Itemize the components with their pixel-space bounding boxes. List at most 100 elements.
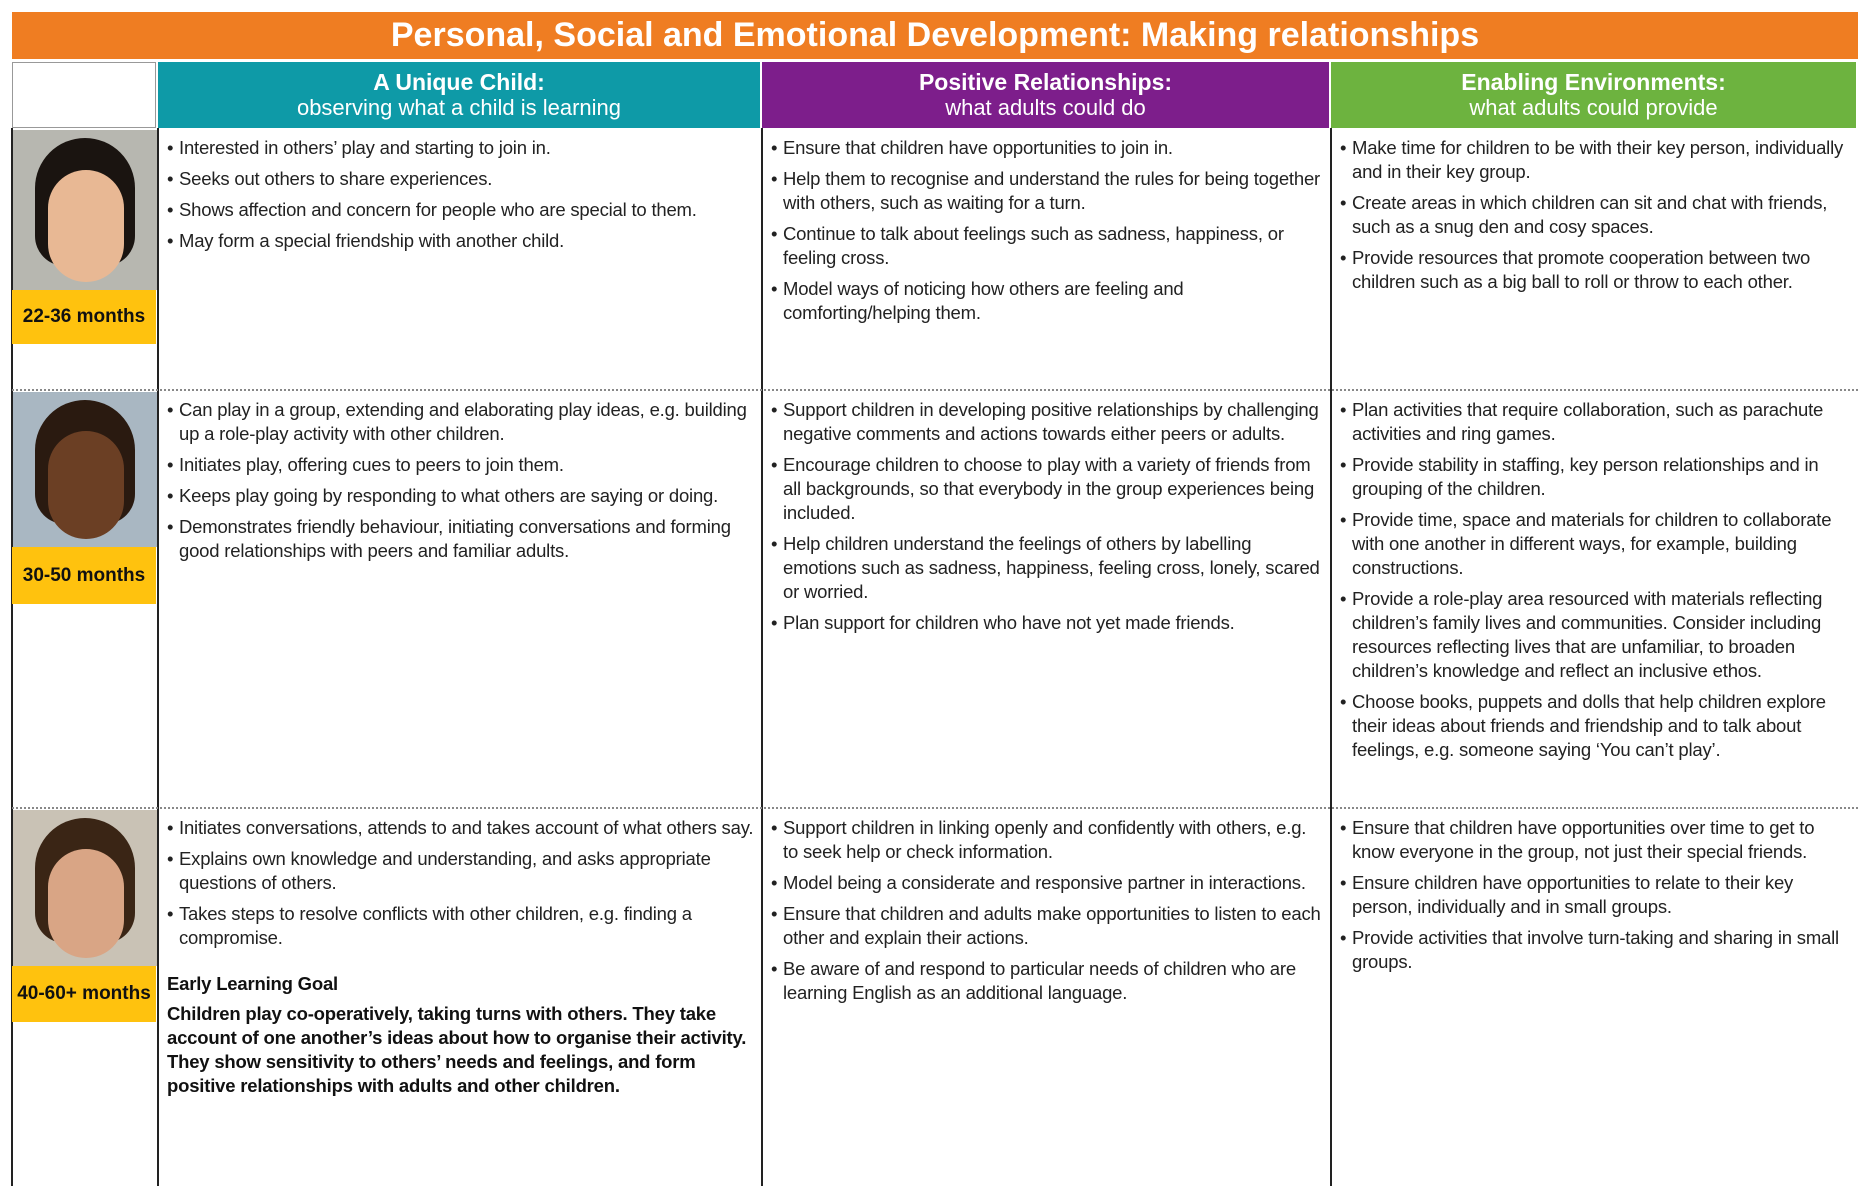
bullet-text: Help them to recognise and understand th… bbox=[783, 168, 1321, 213]
column-header: Enabling Environments: what adults could … bbox=[1331, 62, 1856, 128]
bullet-text: Ensure children have opportunities to re… bbox=[1352, 872, 1794, 917]
bullet: • bbox=[771, 817, 778, 838]
table-cell: • Ensure that children have opportunities… bbox=[763, 128, 1330, 388]
bullet: • bbox=[1340, 247, 1347, 268]
column-header: A Unique Child: observing what a child is… bbox=[158, 62, 760, 128]
bullet-item: • Continue to talk about feelings such as… bbox=[771, 222, 1324, 270]
table-cell: • Support children in linking openly and … bbox=[763, 808, 1330, 1184]
bullet-item: • Demonstrates friendly behaviour, initia… bbox=[167, 515, 755, 563]
bullet-item: • Plan activities that require collaborat… bbox=[1340, 398, 1851, 446]
bullet-item: • Ensure that children and adults make op… bbox=[771, 902, 1324, 950]
bullet-text: Can play in a group, extending and elabo… bbox=[179, 399, 747, 444]
bullet-item: • Encourage children to choose to play wi… bbox=[771, 453, 1324, 525]
bullet: • bbox=[1340, 588, 1347, 609]
bullet-text: May form a special friendship with anoth… bbox=[179, 230, 565, 251]
bullet-text: Plan support for children who have not y… bbox=[783, 612, 1235, 633]
bullet-item: • Shows affection and concern for people … bbox=[167, 198, 755, 222]
bullet: • bbox=[1340, 137, 1347, 158]
left-border bbox=[11, 128, 13, 1186]
bullet-text: Encourage children to choose to play wit… bbox=[783, 454, 1315, 523]
bullet: • bbox=[771, 278, 778, 299]
bullet-item: • Interested in others’ play and starting… bbox=[167, 136, 755, 160]
bullet-text: Create areas in which children can sit a… bbox=[1352, 192, 1828, 237]
bullet: • bbox=[771, 958, 778, 979]
bullet: • bbox=[771, 168, 778, 189]
bullet: • bbox=[167, 199, 174, 220]
bullet-text: Keeps play going by responding to what o… bbox=[179, 485, 719, 506]
bullet-text: Provide activities that involve turn-tak… bbox=[1352, 927, 1839, 972]
photo-face bbox=[48, 849, 124, 959]
bullet: • bbox=[1340, 691, 1347, 712]
column-header-title: Positive Relationships: bbox=[918, 69, 1173, 95]
bullet-text: Shows affection and concern for people w… bbox=[179, 199, 697, 220]
column-header-title: Enabling Environments: bbox=[1461, 69, 1726, 95]
bullet-item: • Be aware of and respond to particular n… bbox=[771, 957, 1324, 1005]
bullet-item: • Model ways of noticing how others are f… bbox=[771, 277, 1324, 325]
bullet: • bbox=[167, 485, 174, 506]
bullet-item: • Keeps play going by responding to what … bbox=[167, 484, 755, 508]
bullet: • bbox=[167, 817, 174, 838]
bullet-item: • Ensure that children have opportunities… bbox=[771, 136, 1324, 160]
bullet-item: • Provide time, space and materials for c… bbox=[1340, 508, 1851, 580]
bullet: • bbox=[167, 454, 174, 475]
row-divider bbox=[12, 807, 1858, 809]
bullet-item: • Provide resources that promote cooperat… bbox=[1340, 246, 1851, 294]
column-header-subtitle: what adults could do bbox=[945, 95, 1146, 120]
bullet: • bbox=[771, 137, 778, 158]
bullet: • bbox=[1340, 399, 1347, 420]
bullet-item: • Ensure children have opportunities to r… bbox=[1340, 871, 1851, 919]
bullet: • bbox=[1340, 192, 1347, 213]
bullet-item: • Ensure that children have opportunities… bbox=[1340, 816, 1851, 864]
bullet-text: Ensure that children have opportunities … bbox=[783, 137, 1173, 158]
table-cell: • Make time for children to be with their… bbox=[1332, 128, 1857, 388]
table-cell: • Interested in others’ play and starting… bbox=[159, 128, 761, 388]
table-cell: • Ensure that children have opportunities… bbox=[1332, 808, 1857, 1184]
bullet-item: • Help them to recognise and understand t… bbox=[771, 167, 1324, 215]
bullet-text: Seeks out others to share experiences. bbox=[179, 168, 493, 189]
age-label: 40-60+ months bbox=[12, 966, 156, 1022]
bullet-item: • Make time for children to be with their… bbox=[1340, 136, 1851, 184]
bullet-text: Provide resources that promote cooperati… bbox=[1352, 247, 1811, 292]
goal-heading: Early Learning Goal bbox=[167, 973, 338, 994]
column-header: Positive Relationships: what adults could… bbox=[762, 62, 1329, 128]
bullet: • bbox=[1340, 454, 1347, 475]
bullet-text: Provide time, space and materials for ch… bbox=[1352, 509, 1832, 578]
bullet-text: Support children in developing positive … bbox=[783, 399, 1319, 444]
bullet-text: Provide a role-play area resourced with … bbox=[1352, 588, 1823, 681]
bullet-item: • Create areas in which children can sit … bbox=[1340, 191, 1851, 239]
bullet-text: Demonstrates friendly behaviour, initiat… bbox=[179, 516, 731, 561]
bullet-item: • May form a special friendship with anot… bbox=[167, 229, 755, 253]
bullet-text: Initiates conversations, attends to and … bbox=[179, 817, 754, 838]
bullet: • bbox=[167, 399, 174, 420]
bullet-text: Choose books, puppets and dolls that hel… bbox=[1352, 691, 1826, 760]
bullet-text: Make time for children to be with their … bbox=[1352, 137, 1844, 182]
bullet-text: Help children understand the feelings of… bbox=[783, 533, 1320, 602]
column-divider bbox=[761, 128, 763, 1186]
bullet: • bbox=[167, 137, 174, 158]
photo-face bbox=[48, 430, 124, 540]
bullet-text: Initiates play, offering cues to peers t… bbox=[179, 454, 564, 475]
bullet-text: Continue to talk about feelings such as … bbox=[783, 223, 1284, 268]
bullet-text: Be aware of and respond to particular ne… bbox=[783, 958, 1296, 1003]
table-cell: • Can play in a group, extending and elab… bbox=[159, 390, 761, 806]
child-photo bbox=[13, 392, 157, 547]
column-header-subtitle: observing what a child is learning bbox=[296, 95, 622, 120]
bullet-item: • Plan support for children who have not … bbox=[771, 611, 1324, 635]
bullet-text: Takes steps to resolve conflicts with ot… bbox=[179, 903, 692, 948]
bullet: • bbox=[1340, 509, 1347, 530]
child-photo bbox=[13, 130, 157, 290]
bullet-item: • Initiates conversations, attends to and… bbox=[167, 816, 755, 840]
table-cell: • Initiates conversations, attends to and… bbox=[159, 808, 761, 1184]
page-title: Personal, Social and Emotional Developme… bbox=[12, 12, 1858, 59]
bullet: • bbox=[771, 903, 778, 924]
bullet-text: Ensure that children have opportunities … bbox=[1352, 817, 1815, 862]
bullet: • bbox=[771, 872, 778, 893]
bullet-text: Ensure that children and adults make opp… bbox=[783, 903, 1321, 948]
bullet-item: • Seeks out others to share experiences. bbox=[167, 167, 755, 191]
row-divider bbox=[12, 389, 1858, 391]
bullet-text: Support children in linking openly and c… bbox=[783, 817, 1307, 862]
bullet-text: Interested in others’ play and starting … bbox=[179, 137, 551, 158]
bullet: • bbox=[167, 903, 174, 924]
bullet: • bbox=[167, 516, 174, 537]
